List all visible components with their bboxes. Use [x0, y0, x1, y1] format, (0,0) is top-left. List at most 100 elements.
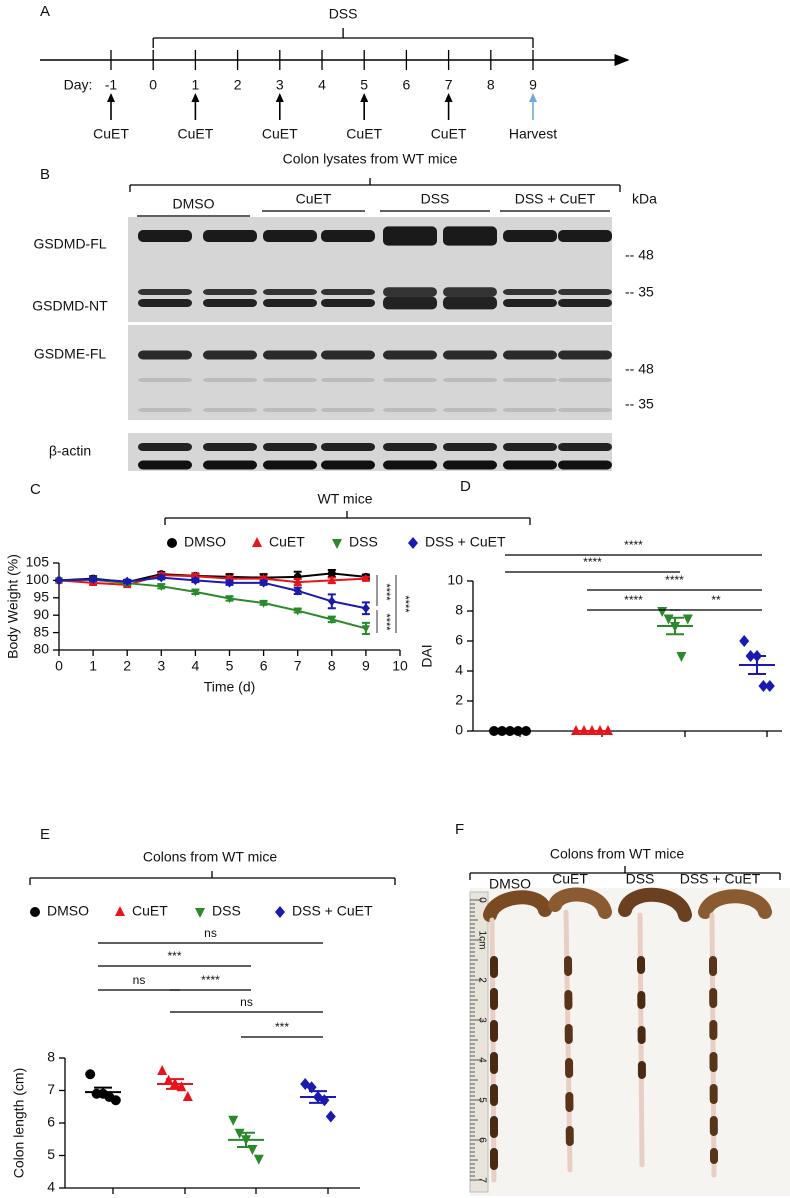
band — [203, 408, 257, 412]
band — [203, 289, 257, 295]
y-axis-label: Body Weight (%) — [5, 554, 21, 659]
legend-label: DMSO — [47, 903, 89, 919]
x-tick-label: 8 — [328, 658, 336, 674]
point — [157, 572, 166, 583]
band — [203, 230, 257, 242]
point — [225, 595, 234, 604]
photo-title: Colons from WT mice — [550, 846, 685, 862]
band — [383, 460, 437, 470]
sig-label: **** — [583, 555, 602, 569]
group-label: DSS — [626, 871, 655, 887]
band — [263, 299, 317, 307]
point — [293, 577, 302, 586]
band — [203, 378, 257, 382]
annotation: **** — [399, 595, 411, 613]
y-tick-label: 0 — [455, 722, 463, 738]
band — [321, 230, 375, 242]
ruler-label: 7 — [476, 1177, 487, 1183]
row-label: GSDMD-FL — [33, 236, 106, 252]
band — [503, 299, 557, 307]
sig-label: **** — [624, 593, 643, 607]
x-tick-label: 3 — [157, 658, 165, 674]
point — [676, 652, 687, 662]
point — [361, 603, 370, 614]
event-arrowhead — [529, 93, 537, 102]
ruler — [469, 891, 489, 1193]
band — [443, 443, 497, 451]
band — [321, 299, 375, 307]
band — [443, 460, 497, 470]
point — [293, 607, 302, 616]
day-number: 6 — [403, 77, 411, 93]
point — [225, 578, 234, 588]
point — [325, 1110, 336, 1123]
point — [361, 573, 370, 582]
band — [503, 378, 557, 382]
y-tick-label: 105 — [26, 554, 50, 570]
legend-marker — [115, 906, 125, 916]
day-number: 8 — [487, 77, 495, 93]
band — [321, 408, 375, 412]
x-tick-label: 9 — [362, 658, 370, 674]
y-tick-label: 10 — [447, 572, 463, 588]
band — [263, 443, 317, 451]
point — [191, 571, 200, 580]
band — [263, 408, 317, 412]
y-tick-label: 85 — [33, 623, 49, 639]
day-number: 1 — [192, 77, 200, 93]
point — [89, 574, 98, 585]
band — [503, 460, 557, 470]
sig-label: ns — [204, 926, 217, 940]
event-label: CuET — [178, 126, 214, 142]
series-line — [58, 574, 366, 586]
point — [327, 575, 336, 584]
colons — [483, 887, 772, 1183]
band — [203, 299, 257, 307]
band — [203, 443, 257, 451]
band — [138, 230, 192, 242]
band — [321, 289, 375, 295]
ruler-label: 2 — [476, 977, 487, 983]
x-tick-label: 1 — [89, 658, 97, 674]
y-tick-label: 2 — [455, 692, 463, 708]
point — [191, 588, 200, 597]
y-tick-label: 90 — [33, 606, 49, 622]
point — [157, 1065, 168, 1075]
x-tick-label: 10 — [392, 658, 408, 674]
band — [203, 460, 257, 470]
band — [321, 350, 375, 360]
y-axis-label: DAI — [419, 644, 435, 667]
band — [443, 408, 497, 412]
day-number: 7 — [445, 77, 453, 93]
event-arrowhead — [360, 93, 369, 102]
day-number: 0 — [149, 77, 157, 93]
day-number: 2 — [234, 77, 242, 93]
band — [558, 350, 612, 360]
legend-marker — [30, 907, 40, 917]
band — [558, 460, 612, 470]
point — [327, 616, 336, 625]
sem-bar — [748, 655, 766, 675]
band — [503, 230, 557, 242]
event-label: Harvest — [509, 126, 557, 142]
x-tick-label: 6 — [260, 658, 268, 674]
x-axis-label: Time (d) — [204, 679, 256, 695]
unit-label: kDa — [632, 191, 657, 207]
dss-label: DSS — [329, 6, 358, 22]
event-label: CuET — [262, 126, 298, 142]
series-line — [58, 578, 367, 630]
sig-label: **** — [665, 573, 684, 587]
x-tick-label: 5 — [226, 658, 234, 674]
point — [764, 680, 775, 692]
y-tick-label: 4 — [455, 662, 463, 678]
day-number: 3 — [276, 77, 284, 93]
event-label: CuET — [346, 126, 382, 142]
row-label: β-actin — [49, 443, 91, 459]
band — [263, 230, 317, 242]
point — [191, 575, 200, 586]
y-tick-label: 6 — [455, 632, 463, 648]
band — [503, 408, 557, 412]
point — [327, 569, 336, 578]
point — [85, 1069, 96, 1080]
